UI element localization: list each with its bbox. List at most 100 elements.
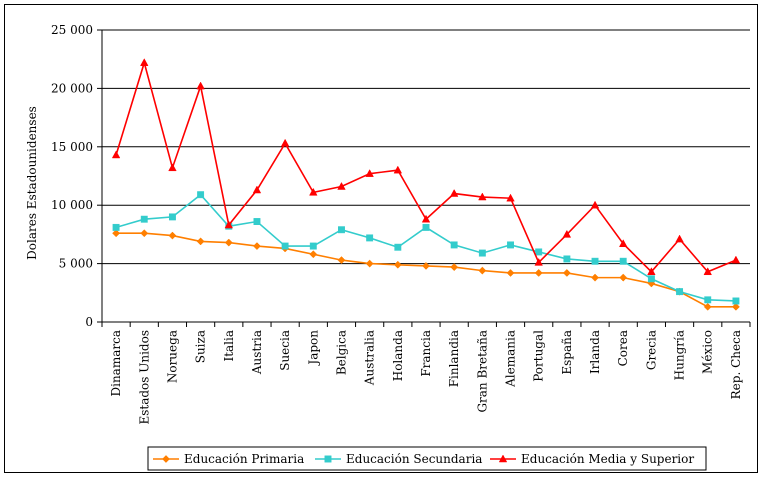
data-point	[478, 249, 486, 257]
series-path	[115, 59, 737, 273]
x-tick-label: Italia	[222, 330, 236, 362]
data-point	[732, 297, 740, 305]
data-point	[196, 81, 205, 90]
data-point	[338, 226, 345, 234]
data-point	[281, 242, 289, 250]
data-point	[168, 213, 176, 221]
legend-entry: Educación Media y Superior	[490, 452, 694, 466]
data-point	[196, 237, 205, 246]
series-path	[116, 232, 736, 308]
data-point	[562, 229, 572, 238]
x-tick-label: Hungría	[673, 330, 687, 380]
data-point	[535, 248, 543, 256]
data-point	[422, 261, 430, 270]
x-tick-label: Suecia	[278, 330, 292, 371]
data-point	[112, 229, 121, 238]
y-axis-label: Dolares Estadounidenses	[25, 106, 39, 260]
data-point	[309, 242, 317, 250]
y-tick-labels: 0 5 000 10 000 15 000 20 000 25 000	[51, 23, 93, 329]
series-path	[115, 193, 736, 302]
x-tick-label: Irlanda	[588, 330, 602, 374]
data-point	[647, 267, 656, 276]
x-tick-label: Belgica	[334, 330, 348, 375]
data-point	[731, 302, 740, 311]
data-point	[676, 288, 684, 296]
data-point	[366, 234, 374, 242]
series-lines	[111, 58, 741, 311]
data-point	[309, 187, 318, 196]
data-point	[252, 185, 262, 194]
series-line	[111, 58, 741, 276]
legend-label: Educación Secundaria	[346, 452, 482, 466]
data-point	[111, 150, 121, 159]
y-tick-label: 15 000	[51, 140, 93, 154]
data-point	[140, 215, 148, 223]
chart-frame	[4, 4, 758, 473]
legend-box	[147, 446, 707, 471]
x-tick-label: Francia	[419, 330, 433, 377]
data-point	[253, 218, 261, 226]
data-point	[619, 257, 627, 265]
data-point	[590, 200, 600, 209]
data-point	[422, 223, 430, 231]
legend-entry: Educación Secundaria	[315, 452, 482, 466]
data-point	[421, 214, 431, 223]
data-point	[562, 268, 571, 277]
x-tick-label: Austria	[250, 330, 264, 375]
data-point	[619, 273, 628, 282]
data-point	[162, 455, 170, 463]
data-point	[393, 165, 403, 174]
y-tick-label: 10 000	[51, 198, 93, 212]
y-tick-label: 0	[85, 315, 93, 329]
data-point	[506, 268, 515, 277]
data-point	[647, 275, 655, 283]
data-point	[450, 241, 458, 249]
x-tick-label: Grecia	[644, 330, 658, 370]
data-point	[703, 302, 712, 311]
series-line	[112, 229, 740, 311]
legend-label: Educación Primaria	[184, 452, 304, 466]
data-point	[168, 163, 177, 172]
data-point	[703, 267, 712, 276]
axes	[97, 29, 751, 327]
data-point	[168, 231, 177, 240]
data-point	[224, 220, 234, 229]
data-point	[478, 192, 487, 201]
x-tick-label: Finlandia	[447, 330, 461, 387]
x-tick-label: España	[560, 330, 574, 375]
data-point	[534, 268, 543, 277]
data-point	[393, 260, 402, 269]
data-point	[449, 188, 459, 197]
data-point	[394, 243, 402, 251]
x-tick-label: Alemania	[504, 330, 518, 388]
data-point	[618, 239, 628, 247]
data-point	[591, 273, 599, 282]
data-point	[112, 223, 120, 231]
x-tick-label: Australia	[363, 330, 377, 386]
data-point	[675, 234, 684, 243]
x-tick-label: Dinamarca	[109, 330, 123, 397]
data-point	[309, 250, 318, 259]
x-tick-label: Estados Unidos	[137, 330, 151, 425]
y-tick-label: 5 000	[59, 257, 93, 271]
data-point	[324, 455, 332, 463]
data-point	[337, 256, 346, 265]
legend: Educación Primaria Educación Secundaria Ed…	[147, 446, 707, 471]
data-point	[731, 255, 741, 264]
data-point	[253, 242, 261, 251]
data-point	[365, 169, 374, 177]
x-tick-label: Gran Bretaña	[475, 330, 489, 413]
data-point	[280, 138, 290, 147]
data-point	[197, 191, 205, 199]
data-point	[337, 181, 346, 190]
data-point	[506, 193, 515, 202]
data-point	[140, 58, 149, 66]
x-tick-label: Suiza	[194, 330, 208, 363]
x-tick-labels: Dinamarca Estados Unidos Noruega Suiza Itali…	[109, 330, 743, 425]
y-tick-label: 25 000	[51, 23, 93, 37]
data-point	[563, 255, 571, 263]
data-point	[534, 257, 543, 266]
data-point	[704, 296, 712, 304]
x-tick-label: Corea	[616, 330, 630, 366]
